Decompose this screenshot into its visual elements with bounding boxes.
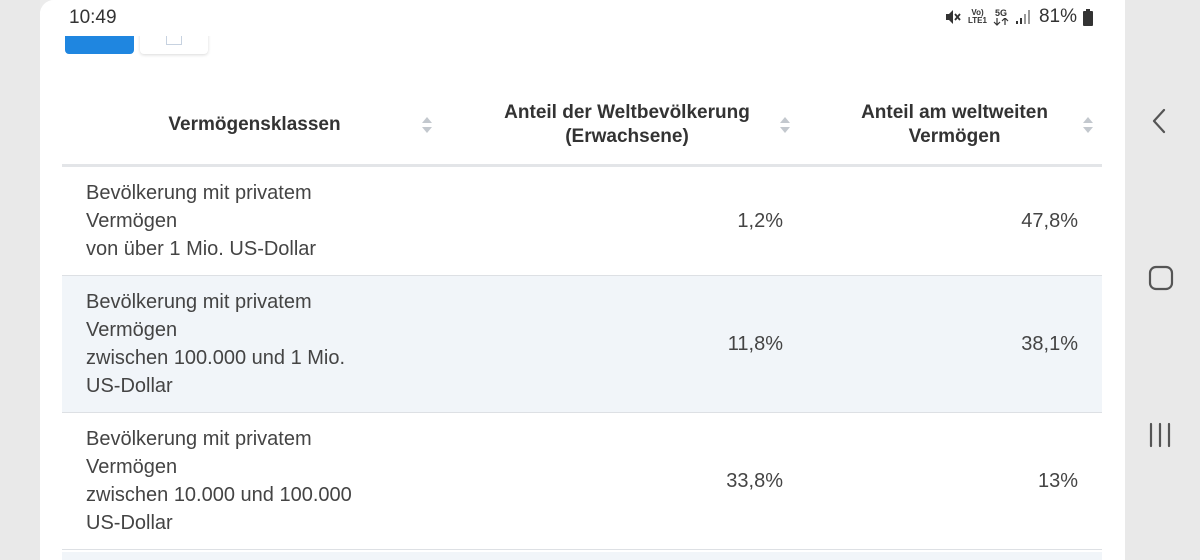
wealth-share-cell: 38,1%: [807, 275, 1102, 413]
row-label: Bevölkerung mit privatem Vermögen von üb…: [62, 165, 447, 276]
table-row: Bevölkerung mit privatem Vermögen zwisch…: [62, 412, 1102, 550]
column-header-wealth-share[interactable]: Anteil am weltweiten Vermögen: [807, 86, 1102, 167]
header-line: Anteil der Weltbevölkerung: [504, 102, 750, 123]
wealth-share-cell: 13%: [807, 412, 1102, 550]
table-header-row: Vermögensklassen Anteil der Weltbevölker…: [62, 86, 1102, 167]
header-line: (Erwachsene): [565, 126, 689, 147]
row-label: Bevölkerung mit privatem Vermögen zwisch…: [62, 275, 447, 413]
row-label: Bevölkerung mit privatem Vermögen zwisch…: [62, 412, 447, 550]
sort-icon[interactable]: [779, 115, 791, 135]
battery-icon: [1083, 8, 1093, 26]
population-share-cell: 11,8%: [447, 275, 807, 413]
sort-icon[interactable]: [1082, 115, 1094, 135]
table-row: Bevölkerung mit privatem Vermögen zwisch…: [62, 275, 1102, 413]
status-bar: 10:49 Vo) LTE1 5G: [40, 0, 1125, 36]
header-line: Vermögen: [908, 126, 1001, 147]
population-share-cell: 33,8%: [447, 412, 807, 550]
signal-icon: [1015, 9, 1033, 25]
header-line: Anteil am weltweiten: [861, 102, 1048, 123]
next-row-peek: [62, 552, 1102, 560]
column-header-wealth-class[interactable]: Vermögensklassen: [62, 86, 447, 167]
navigation-bar: [1125, 0, 1200, 560]
status-time: 10:49: [69, 7, 117, 28]
sort-icon[interactable]: [421, 115, 433, 135]
mute-icon: [944, 8, 962, 26]
5g-indicator: 5G: [993, 8, 1009, 26]
wealth-share-cell: 47,8%: [807, 165, 1102, 276]
population-share-cell: 1,2%: [447, 165, 807, 276]
app-screen: 10:49 Vo) LTE1 5G: [40, 0, 1125, 560]
lte-indicator: Vo) LTE1: [968, 8, 987, 25]
toggle-icon: [166, 34, 182, 45]
status-icons: Vo) LTE1 5G 81%: [944, 6, 1093, 28]
wealth-table: Vermögensklassen Anteil der Weltbevölker…: [62, 86, 1102, 550]
column-header-population-share[interactable]: Anteil der Weltbevölkerung (Erwachsene): [447, 86, 807, 167]
recents-icon[interactable]: [1147, 422, 1173, 448]
home-icon[interactable]: [1148, 265, 1174, 291]
left-bezel: [0, 0, 40, 560]
table-row: Bevölkerung mit privatem Vermögen von üb…: [62, 165, 1102, 276]
back-icon[interactable]: [1151, 108, 1167, 134]
battery-percent: 81%: [1038, 6, 1077, 27]
